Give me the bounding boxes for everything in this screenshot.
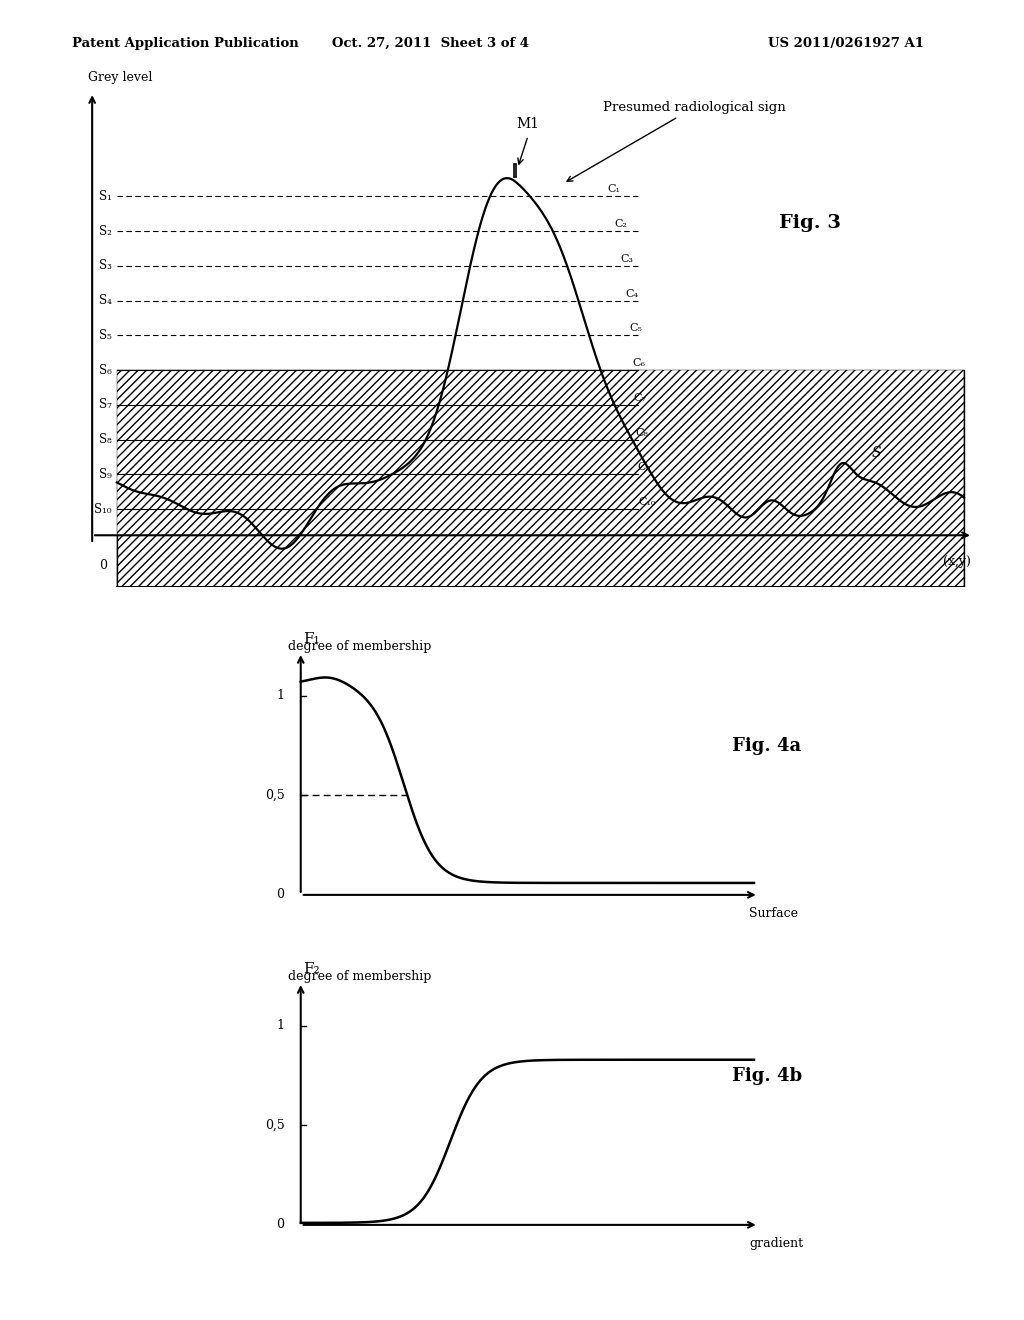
Text: 1: 1 [276, 1019, 285, 1032]
Text: S₄: S₄ [98, 294, 112, 308]
Polygon shape [117, 370, 964, 587]
Text: US 2011/0261927 A1: US 2011/0261927 A1 [768, 37, 924, 50]
Text: (x,y): (x,y) [943, 554, 971, 568]
Text: Patent Application Publication: Patent Application Publication [72, 37, 298, 50]
Text: M1: M1 [516, 117, 540, 131]
Text: C₅: C₅ [630, 323, 642, 333]
Text: C₃: C₃ [621, 253, 634, 264]
Text: Surface: Surface [750, 907, 799, 920]
Text: S₉: S₉ [98, 469, 112, 480]
Text: C₈: C₈ [636, 428, 648, 437]
Text: 0: 0 [276, 888, 285, 902]
Text: degree of membership: degree of membership [288, 970, 431, 983]
Text: 0: 0 [276, 1218, 285, 1232]
Text: S₆: S₆ [98, 364, 112, 376]
Text: S₇: S₇ [98, 399, 112, 412]
Text: S₅: S₅ [98, 329, 112, 342]
Text: S₈: S₈ [98, 433, 112, 446]
Text: Fig. 4a: Fig. 4a [732, 737, 802, 755]
Text: C₇: C₇ [634, 393, 647, 403]
Text: C₁: C₁ [607, 185, 621, 194]
Text: C₁₀: C₁₀ [638, 498, 655, 507]
Text: C₆: C₆ [632, 358, 645, 368]
Text: Fig. 3: Fig. 3 [779, 214, 841, 231]
Text: S₂: S₂ [98, 224, 112, 238]
Text: Fig. 4b: Fig. 4b [732, 1067, 802, 1085]
Text: degree of membership: degree of membership [288, 640, 431, 653]
Text: C₄: C₄ [625, 289, 638, 298]
Text: S: S [871, 446, 881, 459]
Text: S₃: S₃ [98, 260, 112, 272]
Text: 1: 1 [276, 689, 285, 702]
Text: Grey level: Grey level [88, 70, 153, 83]
Text: S₁₀: S₁₀ [94, 503, 112, 516]
Text: 0: 0 [99, 560, 108, 572]
Text: 0,5: 0,5 [264, 1119, 285, 1131]
Text: gradient: gradient [750, 1237, 804, 1250]
Text: C₂: C₂ [614, 219, 628, 230]
Text: Oct. 27, 2011  Sheet 3 of 4: Oct. 27, 2011 Sheet 3 of 4 [332, 37, 528, 50]
Text: S₁: S₁ [98, 190, 112, 203]
Bar [514, 164, 516, 177]
Text: Presumed radiological sign: Presumed radiological sign [567, 100, 785, 181]
Text: 0,5: 0,5 [264, 789, 285, 801]
Text: F₁: F₁ [303, 632, 319, 647]
Text: F₂: F₂ [303, 962, 319, 977]
Text: C₉: C₉ [637, 462, 650, 473]
